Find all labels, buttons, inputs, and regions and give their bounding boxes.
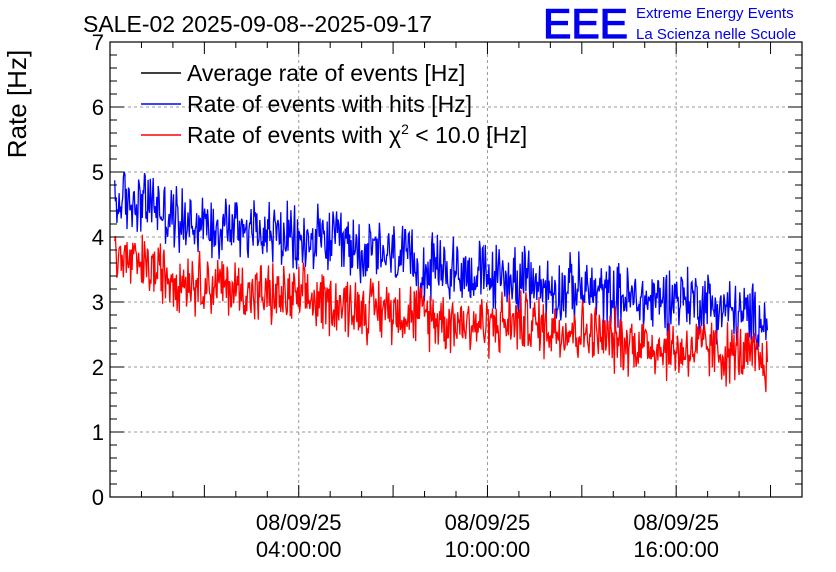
y-tick-labels: 0 1 2 3 4 5 6 7 (92, 30, 104, 510)
y-tick-label: 0 (92, 485, 104, 510)
x-tick-label-time: 04:00:00 (256, 537, 342, 562)
logo-letters: EEE (543, 0, 628, 47)
x-tick-label-date: 08/09/25 (256, 510, 342, 535)
data-lines (114, 171, 769, 393)
eee-logo: EEE Extreme Energy Events La Scienza nel… (542, 0, 796, 48)
legend-entry-label: Average rate of events [Hz] (187, 60, 465, 86)
y-tick-label: 4 (92, 225, 104, 250)
plot-frame (109, 41, 803, 498)
y-axis-label: Rate [Hz] (2, 50, 32, 158)
series-line (114, 234, 769, 393)
y-tick-label: 3 (92, 290, 104, 315)
x-tick-labels: 08/09/2504:00:0008/09/2510:00:0008/09/25… (256, 510, 719, 562)
chart-title: SALE-02 2025-09-08--2025-09-17 (83, 11, 432, 37)
logo-line-2: La Scienza nelle Scuole (636, 26, 796, 43)
y-tick-label: 7 (92, 30, 104, 55)
legend: Average rate of events [Hz] Rate of event… (141, 60, 527, 148)
series-line (114, 171, 769, 350)
legend-entry-label: Rate of events with χ2 < 10.0 [Hz] (187, 121, 527, 148)
y-tick-label: 6 (92, 95, 104, 120)
x-tick-label-time: 10:00:00 (445, 537, 531, 562)
x-tick-label-date: 08/09/25 (445, 510, 531, 535)
x-tick-label-date: 08/09/25 (633, 510, 719, 535)
logo-line-1: Extreme Energy Events (636, 5, 794, 22)
legend-entry-label: Rate of events with hits [Hz] (187, 91, 472, 117)
x-tick-label-time: 16:00:00 (633, 537, 719, 562)
y-tick-label: 1 (92, 420, 104, 445)
y-tick-label: 5 (92, 160, 104, 185)
y-tick-label: 2 (92, 355, 104, 380)
